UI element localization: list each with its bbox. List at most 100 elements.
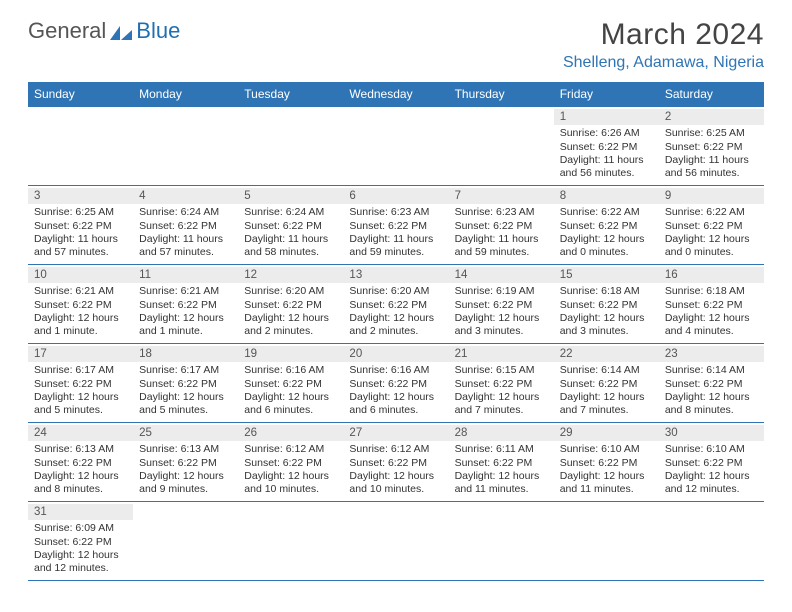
day-cell: 5Sunrise: 6:24 AMSunset: 6:22 PMDaylight… [238,186,343,264]
week-row: 1Sunrise: 6:26 AMSunset: 6:22 PMDaylight… [28,107,764,186]
day-detail-line: Sunrise: 6:17 AM [34,364,129,377]
day-detail-line: Sunset: 6:22 PM [244,220,339,233]
day-cell: 18Sunrise: 6:17 AMSunset: 6:22 PMDayligh… [133,344,238,422]
day-cell: 8Sunrise: 6:22 AMSunset: 6:22 PMDaylight… [554,186,659,264]
day-cell [133,502,238,580]
day-detail-line: Sunset: 6:22 PM [560,299,655,312]
day-number: 27 [343,425,448,441]
day-detail-line: Sunrise: 6:13 AM [34,443,129,456]
day-cell: 19Sunrise: 6:16 AMSunset: 6:22 PMDayligh… [238,344,343,422]
dow-cell: Wednesday [343,82,448,107]
day-number: 19 [238,346,343,362]
day-detail-line: Sunset: 6:22 PM [560,220,655,233]
day-cell: 9Sunrise: 6:22 AMSunset: 6:22 PMDaylight… [659,186,764,264]
day-detail-line: and 8 minutes. [34,483,129,496]
day-number: 16 [659,267,764,283]
day-detail-line: Sunset: 6:22 PM [34,457,129,470]
day-cell: 20Sunrise: 6:16 AMSunset: 6:22 PMDayligh… [343,344,448,422]
day-detail-line: and 5 minutes. [34,404,129,417]
day-detail-line: Sunset: 6:22 PM [349,299,444,312]
day-detail-line: Sunrise: 6:23 AM [455,206,550,219]
dow-cell: Friday [554,82,659,107]
logo: General Blue [28,18,180,44]
day-detail-line: and 11 minutes. [560,483,655,496]
day-cell: 14Sunrise: 6:19 AMSunset: 6:22 PMDayligh… [449,265,554,343]
day-detail-line: Sunset: 6:22 PM [349,378,444,391]
day-detail-line: Sunset: 6:22 PM [560,141,655,154]
week-row: 10Sunrise: 6:21 AMSunset: 6:22 PMDayligh… [28,265,764,344]
day-cell: 11Sunrise: 6:21 AMSunset: 6:22 PMDayligh… [133,265,238,343]
day-detail-line: Sunrise: 6:24 AM [139,206,234,219]
day-detail-line: Sunset: 6:22 PM [244,457,339,470]
day-detail-line: Daylight: 12 hours [244,391,339,404]
day-cell: 30Sunrise: 6:10 AMSunset: 6:22 PMDayligh… [659,423,764,501]
day-number: 29 [554,425,659,441]
day-cell: 1Sunrise: 6:26 AMSunset: 6:22 PMDaylight… [554,107,659,185]
day-detail-line: Daylight: 12 hours [455,312,550,325]
day-detail-line: Daylight: 12 hours [139,391,234,404]
day-detail-line: Daylight: 12 hours [560,233,655,246]
day-detail-line: Sunrise: 6:15 AM [455,364,550,377]
day-number: 3 [28,188,133,204]
day-number: 13 [343,267,448,283]
day-detail-line: and 2 minutes. [349,325,444,338]
day-number: 12 [238,267,343,283]
day-detail-line: Sunset: 6:22 PM [349,457,444,470]
day-cell [238,107,343,185]
day-detail-line: Sunrise: 6:12 AM [244,443,339,456]
day-detail-line: Sunset: 6:22 PM [455,378,550,391]
day-detail-line: Sunset: 6:22 PM [665,299,760,312]
dow-header-row: Sunday Monday Tuesday Wednesday Thursday… [28,82,764,107]
day-detail-line: Daylight: 12 hours [244,312,339,325]
day-cell: 29Sunrise: 6:10 AMSunset: 6:22 PMDayligh… [554,423,659,501]
day-cell: 7Sunrise: 6:23 AMSunset: 6:22 PMDaylight… [449,186,554,264]
day-cell: 12Sunrise: 6:20 AMSunset: 6:22 PMDayligh… [238,265,343,343]
weeks-container: 1Sunrise: 6:26 AMSunset: 6:22 PMDaylight… [28,107,764,581]
dow-cell: Monday [133,82,238,107]
day-detail-line: Sunrise: 6:12 AM [349,443,444,456]
calendar: Sunday Monday Tuesday Wednesday Thursday… [28,82,764,581]
day-detail-line: and 2 minutes. [244,325,339,338]
day-cell: 25Sunrise: 6:13 AMSunset: 6:22 PMDayligh… [133,423,238,501]
day-detail-line: and 6 minutes. [349,404,444,417]
day-detail-line: Sunset: 6:22 PM [139,378,234,391]
day-cell [28,107,133,185]
day-cell: 26Sunrise: 6:12 AMSunset: 6:22 PMDayligh… [238,423,343,501]
day-detail-line: Sunrise: 6:09 AM [34,522,129,535]
day-detail-line: Sunrise: 6:19 AM [455,285,550,298]
day-number: 14 [449,267,554,283]
day-cell [343,107,448,185]
day-detail-line: Daylight: 12 hours [139,312,234,325]
week-row: 17Sunrise: 6:17 AMSunset: 6:22 PMDayligh… [28,344,764,423]
day-cell [238,502,343,580]
day-number: 9 [659,188,764,204]
day-detail-line: Daylight: 12 hours [34,312,129,325]
day-detail-line: Daylight: 12 hours [665,312,760,325]
day-detail-line: Daylight: 12 hours [139,470,234,483]
day-detail-line: Sunrise: 6:21 AM [34,285,129,298]
title-block: March 2024 Shelleng, Adamawa, Nigeria [563,18,764,72]
week-row: 31Sunrise: 6:09 AMSunset: 6:22 PMDayligh… [28,502,764,581]
day-detail-line: and 11 minutes. [455,483,550,496]
day-detail-line: Sunset: 6:22 PM [455,220,550,233]
day-detail-line: Sunset: 6:22 PM [139,220,234,233]
day-detail-line: Daylight: 12 hours [560,470,655,483]
day-cell: 22Sunrise: 6:14 AMSunset: 6:22 PMDayligh… [554,344,659,422]
day-number: 1 [554,109,659,125]
day-cell: 31Sunrise: 6:09 AMSunset: 6:22 PMDayligh… [28,502,133,580]
day-number: 17 [28,346,133,362]
day-detail-line: Sunset: 6:22 PM [139,457,234,470]
day-detail-line: and 59 minutes. [349,246,444,259]
day-detail-line: Sunrise: 6:10 AM [665,443,760,456]
day-number: 28 [449,425,554,441]
day-detail-line: and 5 minutes. [139,404,234,417]
day-detail-line: Daylight: 12 hours [560,312,655,325]
day-cell: 6Sunrise: 6:23 AMSunset: 6:22 PMDaylight… [343,186,448,264]
day-cell: 24Sunrise: 6:13 AMSunset: 6:22 PMDayligh… [28,423,133,501]
day-detail-line: Daylight: 11 hours [455,233,550,246]
day-cell: 10Sunrise: 6:21 AMSunset: 6:22 PMDayligh… [28,265,133,343]
day-number: 2 [659,109,764,125]
day-detail-line: and 7 minutes. [560,404,655,417]
day-cell: 28Sunrise: 6:11 AMSunset: 6:22 PMDayligh… [449,423,554,501]
day-detail-line: and 58 minutes. [244,246,339,259]
